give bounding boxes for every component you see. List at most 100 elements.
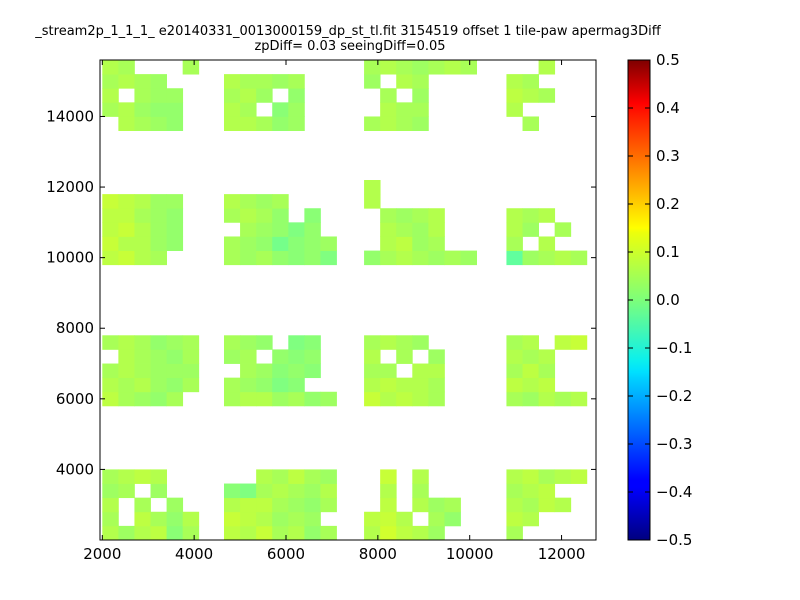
heatmap-cell — [240, 377, 257, 393]
heatmap-cell — [380, 335, 397, 350]
heatmap-cell — [272, 194, 289, 209]
heatmap-cell — [538, 208, 556, 223]
heatmap-cell — [428, 363, 445, 379]
y-tick-label: 12000 — [46, 178, 94, 196]
heatmap-cell — [396, 525, 413, 541]
y-tick-label: 4000 — [56, 460, 94, 478]
y-axis: 4000 6000 8000 10000 12000 14000 — [46, 107, 596, 478]
plot-frame — [99, 59, 597, 541]
heatmap-cell — [412, 236, 429, 251]
heatmap-cell — [522, 483, 539, 499]
heatmap-cell — [522, 377, 539, 393]
heatmap-cell — [364, 377, 381, 393]
colorbar-tick-label: −0.4 — [656, 483, 692, 501]
heatmap-cell — [320, 469, 337, 484]
heatmap-cell — [506, 88, 523, 103]
x-tick-label: 2000 — [83, 545, 121, 563]
heatmap-cell — [166, 194, 184, 209]
heatmap-cell — [506, 363, 523, 379]
heatmap-cell — [522, 74, 539, 89]
heatmap-cell — [538, 483, 556, 499]
heatmap-cell — [554, 222, 572, 237]
heatmap-cell — [538, 377, 556, 393]
heatmap-cell — [256, 250, 273, 266]
heatmap-cell — [304, 469, 321, 484]
heatmap-cell — [224, 102, 241, 117]
heatmap-cell — [506, 497, 523, 513]
heatmap-cell — [506, 525, 523, 541]
heatmap-cell — [240, 194, 257, 209]
heatmap-cell — [380, 483, 397, 499]
heatmap-cell — [166, 349, 184, 364]
heatmap-cell — [554, 250, 572, 266]
heatmap-cell — [256, 222, 273, 237]
heatmap-cell — [288, 525, 305, 541]
heatmap-cell — [224, 525, 241, 541]
heatmap-cell — [102, 194, 119, 209]
heatmap-cell — [118, 116, 135, 131]
heatmap-cell — [288, 511, 305, 527]
heatmap-cell — [460, 250, 477, 266]
heatmap-cell — [240, 511, 257, 527]
heatmap-cell — [118, 391, 135, 407]
heatmap-cell — [166, 391, 184, 407]
heatmap-cell — [134, 102, 151, 117]
heatmap-cell — [364, 349, 381, 364]
heatmap-cell — [150, 222, 167, 237]
heatmap-cell — [118, 335, 135, 350]
heatmap-cell — [380, 250, 397, 266]
heatmap-cell — [570, 469, 588, 484]
heatmap-cell — [102, 74, 119, 89]
heatmap-cell — [134, 377, 151, 393]
x-tick-label: 10000 — [446, 545, 494, 563]
heatmap-cell — [150, 74, 167, 89]
heatmap-cell — [522, 511, 539, 527]
heatmap-cell — [522, 363, 539, 379]
heatmap-cell — [256, 88, 273, 103]
heatmap-cell — [380, 525, 397, 541]
heatmap-cell — [396, 377, 413, 393]
heatmap-cell — [118, 377, 135, 393]
heatmap-cell — [380, 497, 397, 513]
heatmap-cell — [444, 511, 461, 527]
heatmap-cell — [364, 74, 381, 89]
heatmap-cell — [506, 511, 523, 527]
heatmap-cell — [506, 391, 523, 407]
heatmap-cell — [240, 391, 257, 407]
heatmap-cell — [380, 116, 397, 131]
heatmap-cell — [102, 497, 119, 513]
heatmap-cell — [102, 391, 119, 407]
heatmap-cell — [102, 208, 119, 223]
heatmap-cell — [396, 102, 413, 117]
heatmap-cell — [256, 483, 273, 499]
heatmap-cell — [320, 525, 337, 541]
heatmap-cell — [428, 525, 445, 541]
heatmap-cell — [272, 74, 289, 89]
heatmap-cell — [522, 391, 539, 407]
heatmap-cell — [396, 391, 413, 407]
heatmap-cell — [428, 377, 445, 393]
heatmap-cell — [522, 335, 539, 350]
heatmap-cell — [102, 222, 119, 237]
heatmap-cell — [182, 377, 200, 393]
heatmap-cell — [412, 525, 429, 541]
heatmap-cell — [380, 363, 397, 379]
heatmap-cell — [522, 469, 539, 484]
heatmap-cell — [304, 250, 321, 266]
heatmap-cell — [182, 335, 200, 350]
heatmap-cell — [272, 349, 289, 364]
heatmap-cell — [320, 483, 337, 499]
heatmap-cell — [150, 116, 167, 131]
heatmap-cell — [554, 469, 572, 484]
heatmap-cell — [538, 349, 556, 364]
heatmap-cell — [428, 60, 445, 75]
heatmap-cell — [428, 349, 445, 364]
heatmap-cell — [256, 497, 273, 513]
heatmap-cell — [240, 88, 257, 103]
heatmap-cell — [304, 236, 321, 251]
heatmap-cell — [380, 222, 397, 237]
heatmap-cell — [182, 349, 200, 364]
heatmap-cell — [224, 335, 241, 350]
heatmap-cell — [522, 222, 539, 237]
y-tick-label: 14000 — [46, 107, 94, 125]
